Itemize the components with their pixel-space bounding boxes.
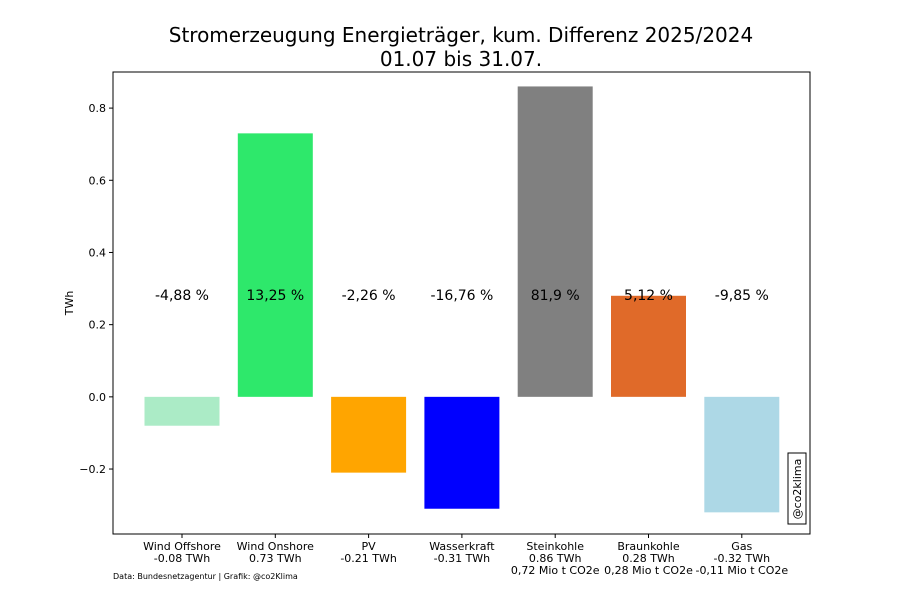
- category-label: Braunkohle: [617, 540, 679, 553]
- percent-label: -16,76 %: [430, 288, 493, 304]
- y-tick-label: −0.2: [79, 463, 106, 476]
- y-tick-label: 0.4: [89, 246, 107, 259]
- co2-label: 0,28 Mio t CO2e: [604, 564, 693, 577]
- value-label: -0.31 TWh: [434, 552, 491, 565]
- percent-label: -4,88 %: [155, 288, 209, 304]
- value-label: -0.32 TWh: [714, 552, 771, 565]
- bar: [144, 396, 220, 426]
- watermark: @co2klima: [787, 452, 807, 525]
- category-label: Wind Offshore: [143, 540, 221, 553]
- value-label: -0.21 TWh: [340, 552, 397, 565]
- category-label: PV: [362, 540, 377, 553]
- category-label: Wind Onshore: [237, 540, 314, 553]
- value-label: 0.28 TWh: [622, 552, 675, 565]
- chart-title: Stromerzeugung Energieträger, kum. Diffe…: [169, 23, 753, 47]
- percent-label: -9,85 %: [715, 288, 769, 304]
- value-label: 0.73 TWh: [249, 552, 302, 565]
- bars: [144, 86, 780, 513]
- y-axis-label: TWh: [63, 291, 76, 317]
- source-note: Data: Bundesnetzagentur | Grafik: @co2Kl…: [113, 572, 298, 581]
- percent-labels: -4,88 % 13,25 % -2,26 % -16,76 % 81,9 % 5,12 …: [155, 288, 769, 304]
- bar: [517, 86, 593, 397]
- y-tick-label: 0.6: [89, 174, 107, 187]
- co2-label: -0,11 Mio t CO2e: [695, 564, 788, 577]
- watermark-text: @co2klima: [791, 459, 804, 520]
- percent-label: 81,9 %: [531, 288, 580, 304]
- category-label: Steinkohle: [526, 540, 584, 553]
- y-tick-label: 0.0: [89, 391, 107, 404]
- bar: [331, 396, 407, 473]
- y-tick-label: 0.8: [89, 102, 107, 115]
- category-label: Wasserkraft: [429, 540, 495, 553]
- bar: [424, 396, 500, 509]
- y-axis-ticks: −0.2 0.0 0.2 0.4 0.6 0.8: [79, 102, 113, 476]
- category-label: Gas: [731, 540, 752, 553]
- y-tick-label: 0.2: [89, 319, 107, 332]
- co2-label: 0,72 Mio t CO2e: [511, 564, 600, 577]
- bar: [611, 295, 686, 397]
- percent-label: 5,12 %: [624, 288, 673, 304]
- percent-label: -2,26 %: [342, 288, 396, 304]
- percent-label: 13,25 %: [246, 288, 304, 304]
- bar: [237, 133, 313, 397]
- bar: [704, 396, 780, 513]
- chart-subtitle: 01.07 bis 31.07.: [380, 47, 542, 71]
- value-label: 0.86 TWh: [529, 552, 582, 565]
- value-label: -0.08 TWh: [154, 552, 211, 565]
